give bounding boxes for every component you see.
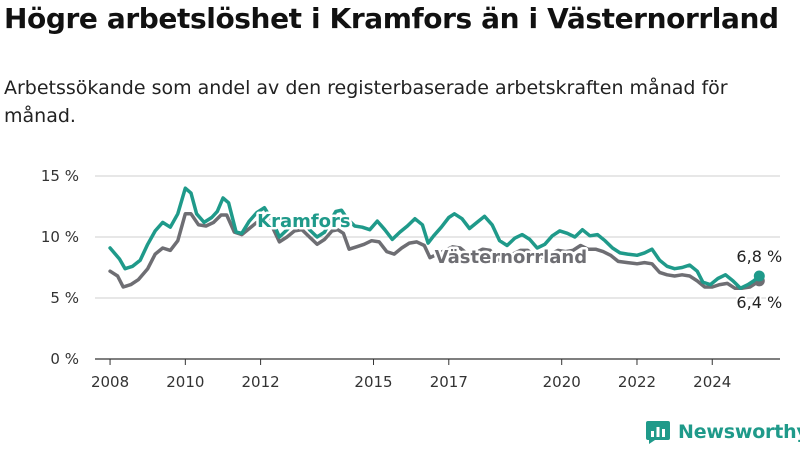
x-tick-label: 2012 xyxy=(242,373,280,391)
y-axis: 0 % 5 % 10 % 15 % xyxy=(41,167,79,368)
series-labels: Kramfors Västernorrland 6,8 % 6,4 % xyxy=(255,209,785,314)
y-tick-label: 5 % xyxy=(50,289,79,307)
vasternorrland-line xyxy=(108,212,762,290)
vasternorrland-series-label: Västernorrland xyxy=(435,247,587,268)
x-tick-label: 2015 xyxy=(354,373,392,391)
kramfors-line xyxy=(108,186,762,290)
y-tick-label: 15 % xyxy=(41,167,79,185)
chart-subtitle: Arbetssökande som andel av den registerb… xyxy=(4,77,728,127)
kramfors-end-value-label: 6,8 % xyxy=(736,247,782,266)
kramfors-series-label: Kramfors xyxy=(257,211,351,232)
vasternorrland-end-value-label: 6,4 % xyxy=(736,293,782,312)
x-tick-label: 2020 xyxy=(543,373,581,391)
newsworthy-logo: Newsworthy xyxy=(645,419,800,445)
x-axis: 2008 2010 2012 2015 2017 2020 2022 2024 xyxy=(91,359,731,391)
kramfors-end-point xyxy=(753,270,765,282)
y-tick-label: 10 % xyxy=(41,228,79,246)
x-tick-label: 2024 xyxy=(693,373,731,391)
y-tick-label: 0 % xyxy=(50,350,79,368)
newsworthy-icon xyxy=(646,421,670,444)
x-tick-label: 2008 xyxy=(91,373,129,391)
gridlines xyxy=(95,175,780,360)
chart-title: Högre arbetslöshet i Kramfors än i Väste… xyxy=(4,2,779,35)
x-tick-label: 2022 xyxy=(618,373,656,391)
x-tick-label: 2010 xyxy=(166,373,204,391)
x-tick-label: 2017 xyxy=(430,373,468,391)
brand-name: Newsworthy xyxy=(678,421,800,443)
series-lines xyxy=(108,186,765,290)
